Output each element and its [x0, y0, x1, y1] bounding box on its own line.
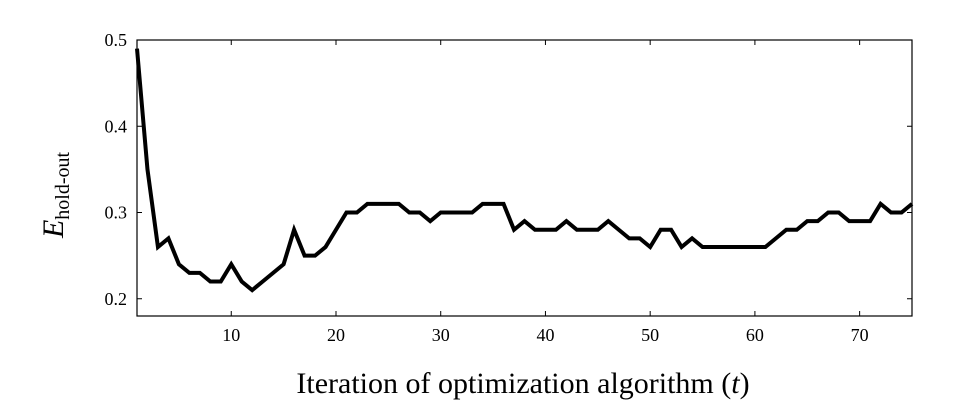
x-tick-label: 10	[222, 325, 240, 345]
y-tick-label: 0.4	[105, 116, 128, 136]
x-tick-label: 20	[327, 325, 345, 345]
x-axis-title: Iteration of optimization algorithm (t)	[296, 367, 749, 400]
plot-frame	[136, 39, 913, 317]
x-axis-title-main: Iteration of optimization algorithm (	[296, 367, 731, 400]
y-tick-label: 0.2	[105, 289, 128, 309]
x-axis-title-close: )	[740, 367, 750, 400]
x-tick-label: 40	[536, 325, 554, 345]
y-tick-label: 0.5	[105, 30, 128, 50]
x-tick-label: 60	[746, 325, 764, 345]
x-tick-label: 30	[432, 325, 450, 345]
x-tick-label: 50	[641, 325, 659, 345]
y-axis-title-main: E	[37, 220, 70, 239]
y-axis-title-subscript: hold-out	[52, 152, 74, 220]
y-axis-title: Ehold-out	[37, 152, 74, 240]
x-tick-label: 70	[851, 325, 869, 345]
y-tick-label: 0.3	[105, 203, 128, 223]
series-line	[135, 48, 914, 293]
x-axis-title-variable: t	[731, 367, 740, 400]
